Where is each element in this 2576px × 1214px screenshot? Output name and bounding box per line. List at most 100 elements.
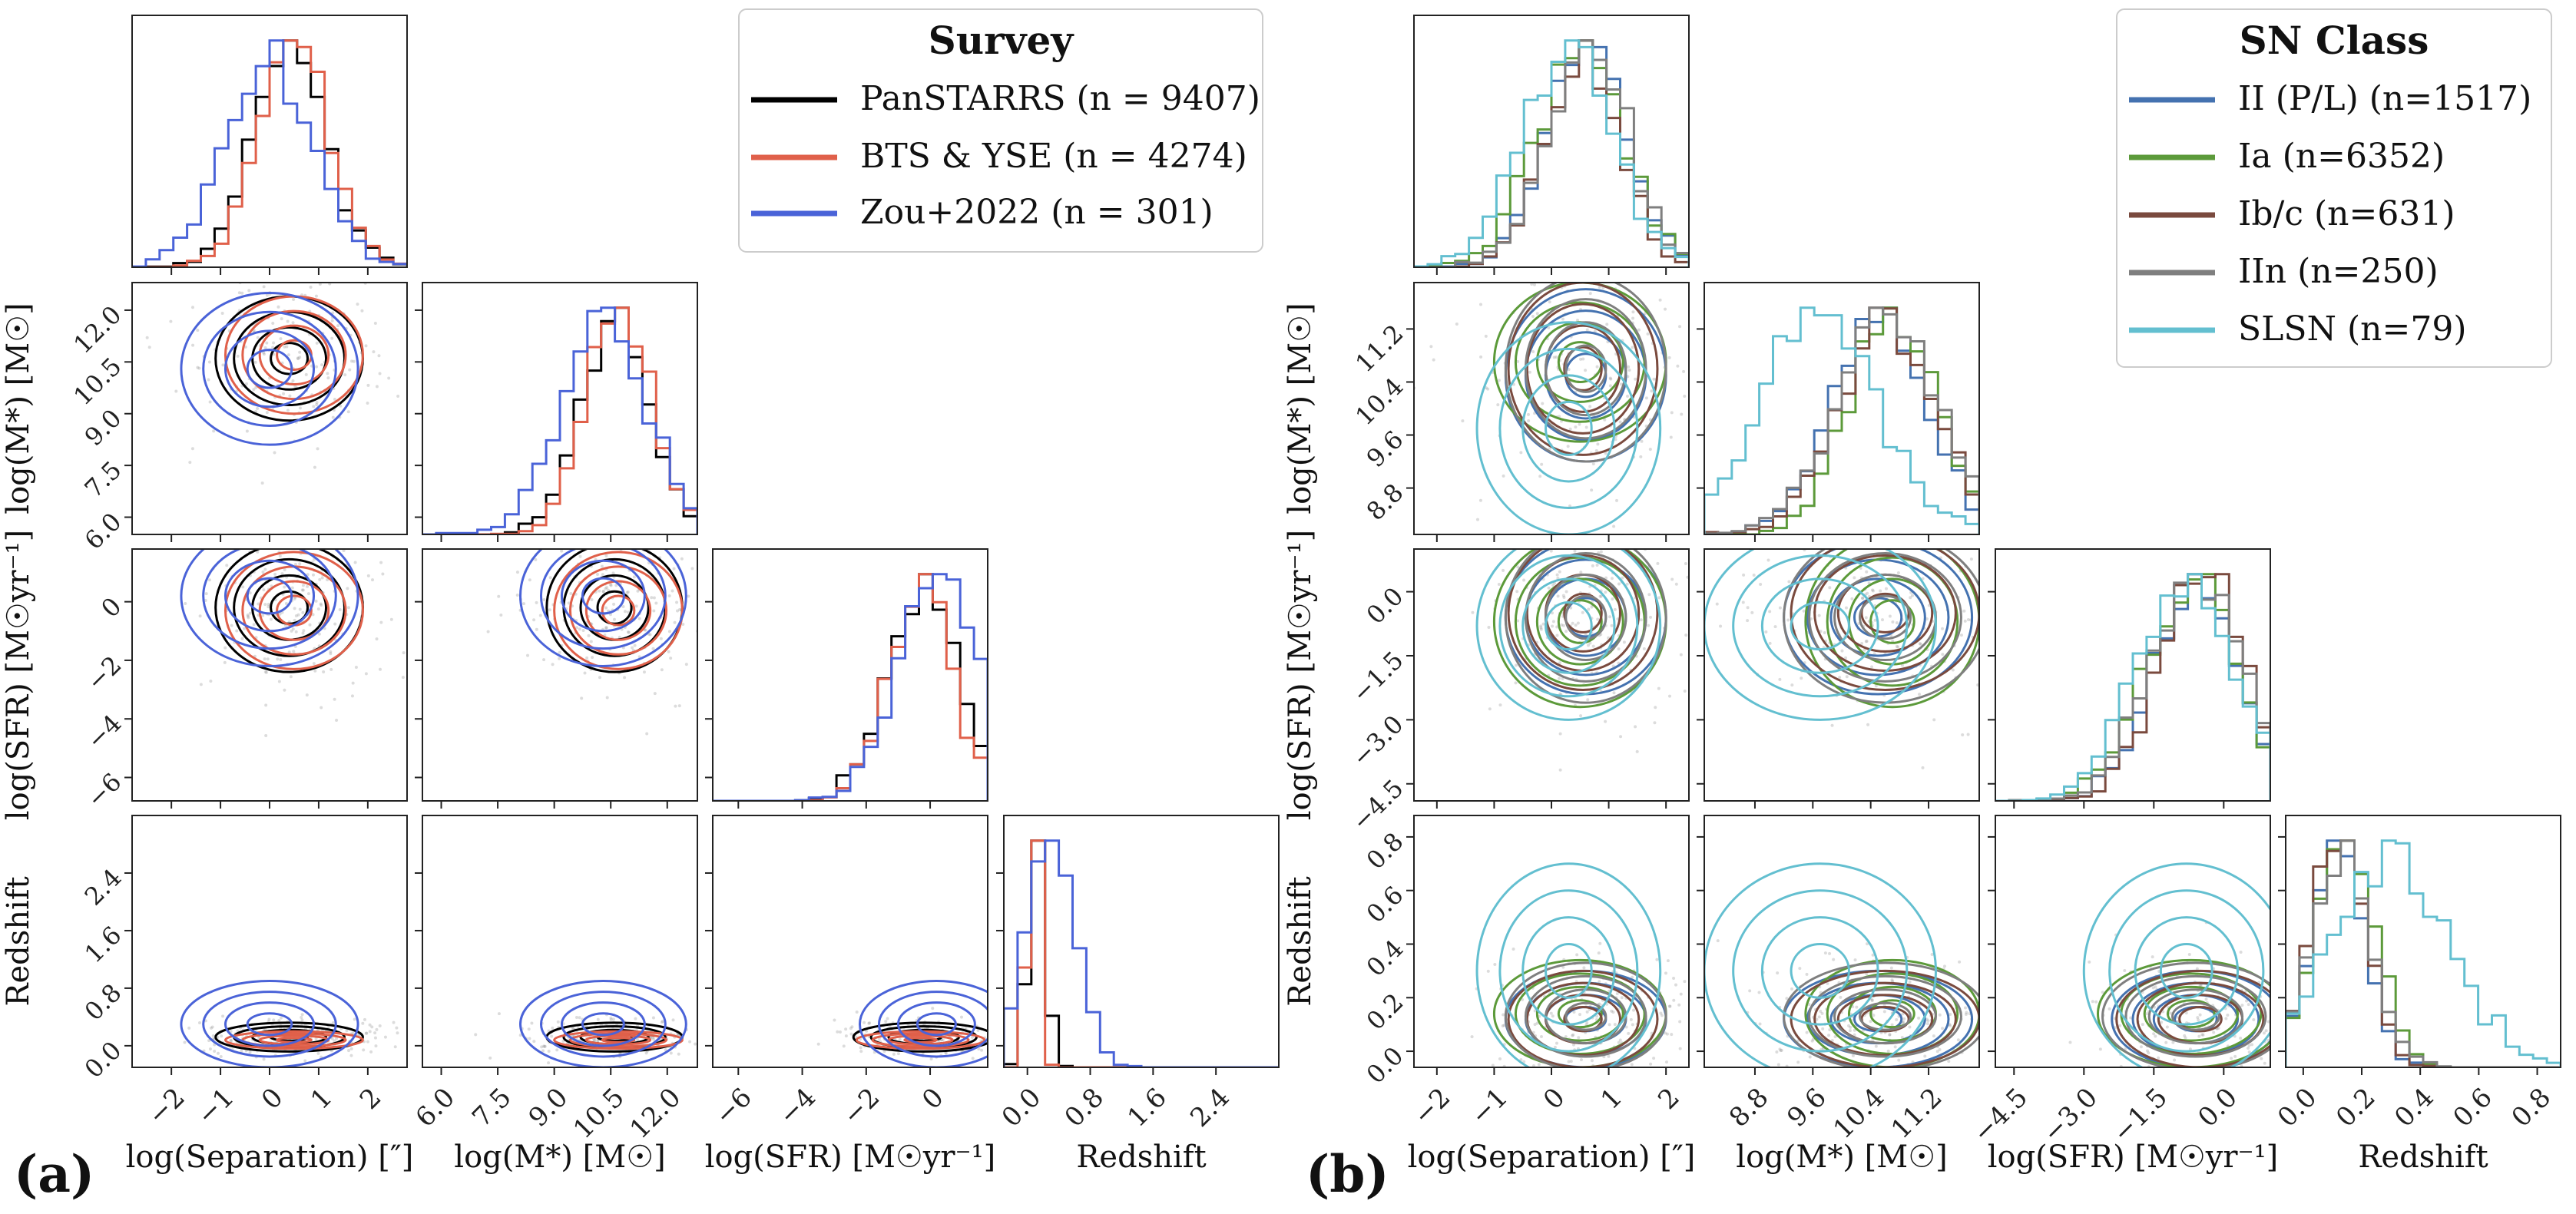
b-scatter-point (1581, 357, 1585, 361)
a-scatter-point (528, 578, 531, 582)
b-scatter-point (1591, 462, 1595, 466)
b-xtick-label: 9.6 (1781, 1082, 1833, 1133)
a-scatter-point (261, 570, 265, 574)
a-scatter-point (551, 663, 555, 667)
a-scatter-point (291, 379, 295, 383)
b-scatter-point (1551, 624, 1555, 628)
b-hist-1-slsn-n-79 (1704, 306, 1979, 534)
b-scatter-point (2253, 1089, 2256, 1092)
a-scatter-point (1038, 1030, 1041, 1034)
a-scatter-point (314, 294, 318, 298)
b-scatter-point (1764, 630, 1768, 634)
b-scatter-point (1959, 633, 1963, 637)
b-scatter-point (2240, 1004, 2244, 1007)
b-scatter-point (1637, 328, 1641, 332)
a-scatter-point (652, 609, 656, 613)
a-scatter-point (245, 382, 249, 385)
a-scatter-point (265, 411, 269, 415)
a-scatter-point (309, 285, 313, 289)
a-scatter-point (230, 526, 233, 529)
b-scatter-point (1649, 615, 1653, 619)
b-contour-2-0-iin-n-250-1 (1545, 573, 1627, 662)
b-scatter-point (1696, 630, 1699, 633)
a-scatter-point (208, 400, 212, 404)
b-scatter-point (1619, 1084, 1622, 1087)
a-scatter-point (944, 1051, 948, 1055)
b-scatter-point (1844, 606, 1848, 610)
a-scatter-point (658, 545, 661, 548)
a-scatter-point (306, 541, 309, 544)
b-scatter-point (1617, 520, 1621, 523)
a-scatter-point (626, 610, 630, 614)
b-scatter-point (2226, 1013, 2230, 1017)
a-xtick-label: 9.0 (523, 1082, 574, 1133)
a-scatter-point (346, 587, 349, 590)
a-scatter-point (223, 646, 227, 650)
b-scatter-point (1828, 951, 1832, 955)
a-scatter-point (995, 1030, 998, 1034)
b-scatter-point (1684, 561, 1687, 565)
a-cell-3-2-content (816, 980, 1041, 1067)
b-scatter-point (2280, 1035, 2283, 1038)
b-scatter-point (1820, 1011, 1824, 1015)
a-scatter-point (316, 1051, 320, 1055)
b-scatter-point (1585, 1080, 1588, 1083)
a-scatter-point (304, 372, 308, 376)
b-scatter-point (1720, 592, 1723, 595)
b-scatter-point (1930, 952, 1934, 956)
b-scatter-point (1786, 618, 1790, 622)
b-scatter-point (1828, 586, 1832, 590)
b-scatter-point (1989, 517, 1992, 520)
b-cell-2-0-content (1471, 520, 1723, 772)
a-scatter-point (392, 1020, 396, 1024)
b-scatter-point (2183, 1034, 2187, 1037)
a-scatter-point (389, 617, 393, 621)
b-scatter-point (1683, 395, 1687, 399)
a-scatter-point (293, 618, 296, 622)
a-scatter-point (276, 657, 280, 661)
b-scatter-point (1576, 319, 1580, 323)
b-contour-2-0-slsn-n-79-2 (1498, 554, 1639, 698)
b-scatter-point (1514, 681, 1518, 685)
b-scatter-point (1758, 1022, 1762, 1026)
b-contour-3-0-ia-n-6352-1 (1535, 985, 1624, 1042)
b-ytick-label: −1.5 (1346, 646, 1409, 709)
b-ytick-label: 11.2 (1349, 319, 1409, 378)
b-scatter-point (1618, 1038, 1622, 1042)
a-scatter-point (293, 385, 297, 389)
a-hist-1-panstarrs-n-9407 (422, 306, 697, 534)
b-scatter-point (1555, 1041, 1558, 1045)
b-scatter-point (2007, 662, 2010, 665)
b-ytick-label: 0.0 (1361, 1041, 1409, 1090)
b-scatter-point (1610, 1009, 1614, 1013)
b-scatter-point (1588, 292, 1592, 296)
a-scatter-point (233, 261, 236, 264)
b-scatter-point (1939, 543, 1942, 546)
b-scatter-point (1574, 258, 1577, 261)
b-scatter-point (2204, 1091, 2207, 1094)
b-xtick-label: 10.4 (1827, 1082, 1890, 1145)
panel-label-b: (b) (1306, 1144, 1389, 1204)
a-scatter-point (371, 578, 375, 582)
a-scatter-point (959, 1015, 963, 1019)
a-scatter-point (300, 1013, 304, 1017)
b-scatter-point (2042, 620, 2045, 623)
b-scatter-point (2197, 1034, 2201, 1038)
a-scatter-point (237, 291, 241, 295)
a-scatter-point (530, 1021, 534, 1025)
b-scatter-point (1866, 723, 1870, 726)
a-scatter-point (373, 322, 377, 326)
a-scatter-point (187, 1026, 191, 1030)
a-scatter-point (350, 694, 354, 698)
b-scatter-point (1666, 959, 1670, 963)
b-scatter-point (1531, 269, 1534, 272)
a-scatter-point (589, 640, 593, 643)
b-scatter-point (1558, 732, 1562, 736)
b-hist-2-slsn-n-79 (1995, 573, 2270, 801)
a-cell-3-3-content (1004, 839, 1279, 1067)
b-scatter-point (1516, 359, 1520, 363)
b-scatter-point (1810, 1039, 1814, 1043)
b-scatter-point (2239, 1036, 2243, 1040)
a-scatter-point (305, 693, 309, 697)
a-contour-3-1-zou-2022-n-301-0 (581, 1012, 625, 1037)
